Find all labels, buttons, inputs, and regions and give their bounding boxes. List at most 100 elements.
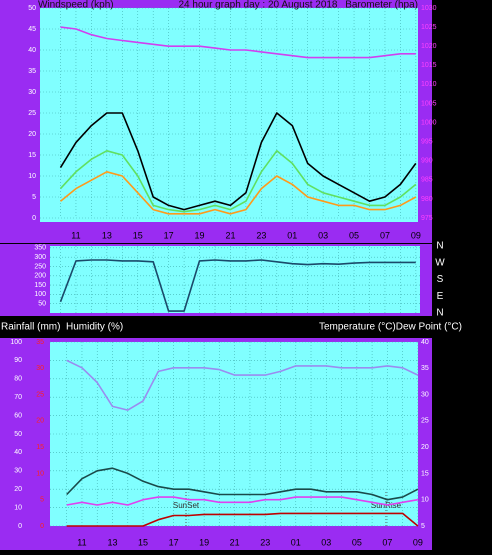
y-tick-label: 15: [28, 152, 36, 159]
y-tick-label: 5: [32, 194, 36, 201]
y2-tick-label: 35: [421, 365, 429, 372]
y-tick-label: 10: [14, 504, 22, 511]
y-tick-label: 300: [34, 254, 46, 261]
x-tick-label: 09: [411, 230, 421, 240]
x-tick-label: 17: [164, 230, 174, 240]
y-tick-label: 10: [28, 173, 36, 180]
y2-axis-title: Barometer (hpa): [345, 0, 418, 11]
x-tick-label: 05: [352, 537, 362, 547]
y-tick-label: 350: [34, 245, 46, 252]
y3-tick-label: 15: [36, 444, 44, 451]
x-tick-label: 01: [287, 230, 297, 240]
y3-axis-title: Rainfall (mm): [1, 322, 60, 333]
y2-tick-label: N: [436, 308, 443, 319]
y-tick-label: 25: [28, 110, 36, 117]
x-tick-label: 19: [195, 230, 205, 240]
y2-tick-label: 15: [421, 470, 429, 477]
y-tick-label: 90: [14, 357, 22, 364]
y-tick-label: 50: [38, 301, 46, 308]
direction-plot-area: [50, 246, 420, 313]
y3-tick-label: 20: [36, 418, 44, 425]
x-tick-label: 11: [77, 537, 86, 547]
y2-tick-label: 1000: [421, 119, 437, 126]
y-tick-label: 150: [34, 282, 46, 289]
x-tick-label: 13: [108, 537, 118, 547]
y-axis-title: Humidity (%): [66, 322, 123, 333]
y-tick-label: 200: [34, 273, 46, 280]
x-tick-label: 03: [321, 537, 331, 547]
x-tick-label: 21: [225, 230, 235, 240]
y2-tick-label: 25: [421, 418, 429, 425]
x-tick-label: 07: [382, 537, 392, 547]
wind-plot-area: [40, 8, 418, 222]
y2-tick-label: 1015: [421, 62, 437, 69]
y2-tick-label: N: [436, 241, 443, 252]
series-line: [66, 496, 419, 506]
series-line: [66, 467, 419, 501]
y3-tick-label: 35: [36, 339, 44, 346]
y3-tick-label: 0: [40, 523, 44, 530]
y-tick-label: 50: [14, 431, 22, 438]
x-tick-label: 23: [260, 537, 270, 547]
y2-tick-label: 10: [421, 497, 429, 504]
y-tick-label: 80: [14, 376, 22, 383]
y2-axis-title: Temperature (°C)Dew Point (°C): [319, 322, 462, 333]
y3-tick-label: 5: [40, 497, 44, 504]
y2-tick-label: W: [435, 257, 445, 268]
y-tick-label: 100: [34, 291, 46, 298]
series-line: [59, 259, 416, 312]
x-tick-label: 21: [230, 537, 240, 547]
y-tick-label: 30: [14, 468, 22, 475]
series-line: [59, 150, 417, 213]
y2-tick-label: 20: [421, 444, 429, 451]
annotation: SunSet: [173, 501, 200, 510]
x-tick-label: 11: [71, 230, 80, 240]
series-line: [59, 171, 417, 215]
x-tick-label: 09: [413, 537, 423, 547]
y-tick-label: 40: [14, 449, 22, 456]
x-tick-label: 05: [349, 230, 359, 240]
y2-tick-label: 5: [421, 523, 425, 530]
y-tick-label: 60: [14, 412, 22, 419]
y-tick-label: 20: [14, 486, 22, 493]
x-tick-label: 17: [169, 537, 179, 547]
y-tick-label: 100: [10, 339, 22, 346]
y3-tick-label: 25: [36, 391, 44, 398]
y2-tick-label: 990: [421, 158, 433, 165]
x-tick-label: 15: [133, 230, 143, 240]
y-tick-label: 0: [18, 523, 22, 530]
series-line: [59, 112, 417, 211]
y-tick-label: 70: [14, 394, 22, 401]
x-tick-label: 07: [380, 230, 390, 240]
x-tick-label: 19: [199, 537, 209, 547]
y2-tick-label: 980: [421, 196, 433, 203]
y-tick-label: 45: [28, 26, 36, 33]
y2-tick-label: S: [437, 274, 444, 285]
y-tick-label: 35: [28, 68, 36, 75]
y2-tick-label: 1010: [421, 81, 437, 88]
y2-tick-label: 995: [421, 138, 433, 145]
x-tick-label: 15: [138, 537, 148, 547]
y-tick-label: 250: [34, 263, 46, 270]
x-tick-label: 01: [291, 537, 301, 547]
y2-tick-label: 40: [421, 339, 429, 346]
y-tick-label: 40: [28, 47, 36, 54]
series-line: [66, 512, 419, 527]
y-tick-label: 0: [32, 215, 36, 222]
y3-tick-label: 10: [36, 470, 44, 477]
series-line: [60, 26, 416, 59]
x-tick-label: 03: [318, 230, 328, 240]
y3-tick-label: 30: [36, 365, 44, 372]
x-tick-label: 13: [102, 230, 112, 240]
y2-tick-label: 975: [421, 215, 433, 222]
y2-tick-label: 1025: [421, 24, 437, 31]
series-line: [66, 359, 419, 411]
y2-tick-label: 1030: [421, 5, 437, 12]
x-tick-label: 23: [256, 230, 266, 240]
chart-title: 24 hour graph day : 20 August 2018: [178, 0, 337, 11]
y-tick-label: 30: [28, 89, 36, 96]
y2-tick-label: 30: [421, 391, 429, 398]
y-tick-label: 50: [28, 5, 36, 12]
y2-tick-label: 985: [421, 177, 433, 184]
